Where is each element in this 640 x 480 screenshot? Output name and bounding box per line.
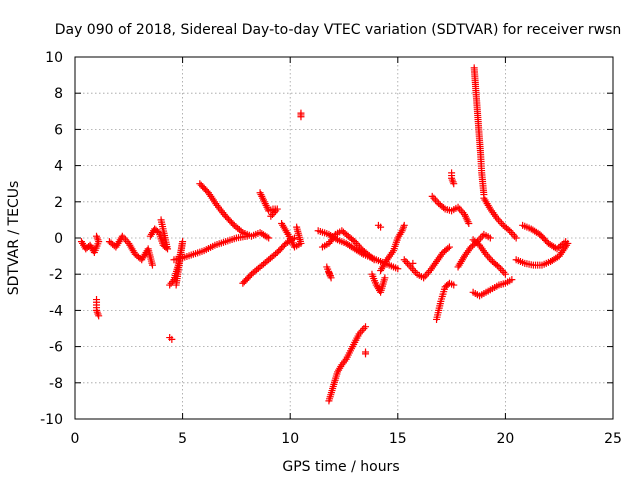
- data-point: [562, 238, 570, 246]
- data-point: [465, 220, 473, 228]
- series-24: [448, 169, 458, 188]
- x-tick-label: 10: [281, 431, 299, 447]
- series-29: [469, 236, 509, 278]
- data-point: [325, 268, 333, 276]
- data-point: [93, 232, 101, 240]
- series-22: [433, 279, 458, 323]
- y-tick-label: 10: [45, 50, 63, 66]
- series-23: [428, 192, 473, 228]
- series-0: [77, 232, 103, 256]
- series-21: [400, 243, 453, 282]
- grid: [75, 57, 613, 419]
- data-point: [362, 323, 370, 331]
- chart-title: Day 090 of 2018, Sidereal Day-to-day VTE…: [55, 22, 622, 38]
- data-point: [560, 239, 568, 247]
- y-tick-label: 0: [54, 231, 63, 247]
- data-point: [297, 113, 305, 121]
- data-point: [508, 276, 516, 284]
- data-point: [504, 225, 512, 233]
- data-point: [237, 227, 245, 235]
- data-point: [445, 243, 453, 251]
- series-30: [512, 239, 572, 269]
- series-15: [325, 323, 370, 405]
- series-11: [297, 109, 305, 121]
- series-2: [105, 232, 156, 269]
- series-7: [196, 180, 273, 242]
- y-axis-label: SDTVAR / TECUs: [6, 181, 22, 296]
- x-tick-label: 25: [604, 431, 622, 447]
- y-tick-label: -6: [49, 340, 63, 356]
- series-28: [469, 276, 516, 300]
- data-points: [77, 64, 572, 405]
- series-3: [146, 216, 172, 253]
- data-point: [370, 256, 378, 264]
- series-16: [362, 348, 370, 358]
- data-point: [450, 180, 458, 188]
- data-point: [512, 234, 520, 242]
- data-point: [493, 262, 501, 270]
- data-point: [394, 265, 402, 273]
- series-9: [256, 189, 281, 220]
- data-point: [381, 274, 389, 282]
- data-point: [501, 270, 509, 278]
- series-31: [519, 221, 570, 253]
- y-tick-label: 2: [54, 195, 63, 211]
- data-point: [400, 221, 408, 229]
- x-tick-label: 5: [178, 431, 187, 447]
- data-point: [486, 234, 494, 242]
- axes: 0 5 10 15 20 25 -10 -8 -6 -4 -2 0 2 4 6 8 10: [40, 50, 622, 447]
- data-point: [369, 254, 377, 262]
- data-point: [148, 261, 156, 269]
- data-point: [267, 212, 275, 220]
- y-tick-label: 4: [54, 159, 63, 175]
- data-point: [450, 281, 458, 289]
- x-tick-label: 20: [496, 431, 514, 447]
- data-point: [349, 236, 357, 244]
- data-point: [377, 223, 385, 231]
- data-point: [157, 216, 165, 224]
- data-point: [444, 244, 452, 252]
- data-point: [362, 350, 370, 358]
- y-tick-label: 6: [54, 122, 63, 138]
- data-point: [95, 312, 103, 320]
- y-tick-label: 8: [54, 86, 63, 102]
- series-14: [323, 263, 335, 282]
- data-point: [246, 272, 254, 280]
- y-tick-label: -2: [49, 267, 63, 283]
- data-point: [229, 220, 237, 228]
- data-point: [172, 281, 180, 289]
- data-point: [272, 250, 280, 258]
- series-26: [470, 64, 488, 199]
- data-point: [265, 234, 273, 242]
- y-tick-label: -8: [49, 376, 63, 392]
- data-point: [440, 204, 448, 212]
- y-tick-label: -4: [49, 303, 63, 319]
- series-17: [368, 270, 389, 296]
- data-point: [293, 223, 301, 231]
- series-10: [278, 220, 305, 251]
- series-13: [318, 227, 378, 264]
- series-1: [93, 296, 103, 320]
- series-19: [374, 221, 385, 231]
- series-18: [377, 221, 408, 275]
- y-tick-label: -10: [40, 412, 63, 428]
- x-tick-label: 0: [71, 431, 80, 447]
- series-4: [166, 334, 176, 343]
- x-axis-label: GPS time / hours: [282, 459, 399, 475]
- series-27: [480, 194, 520, 242]
- x-tick-label: 15: [389, 431, 407, 447]
- data-point: [263, 233, 271, 241]
- data-point: [168, 335, 176, 343]
